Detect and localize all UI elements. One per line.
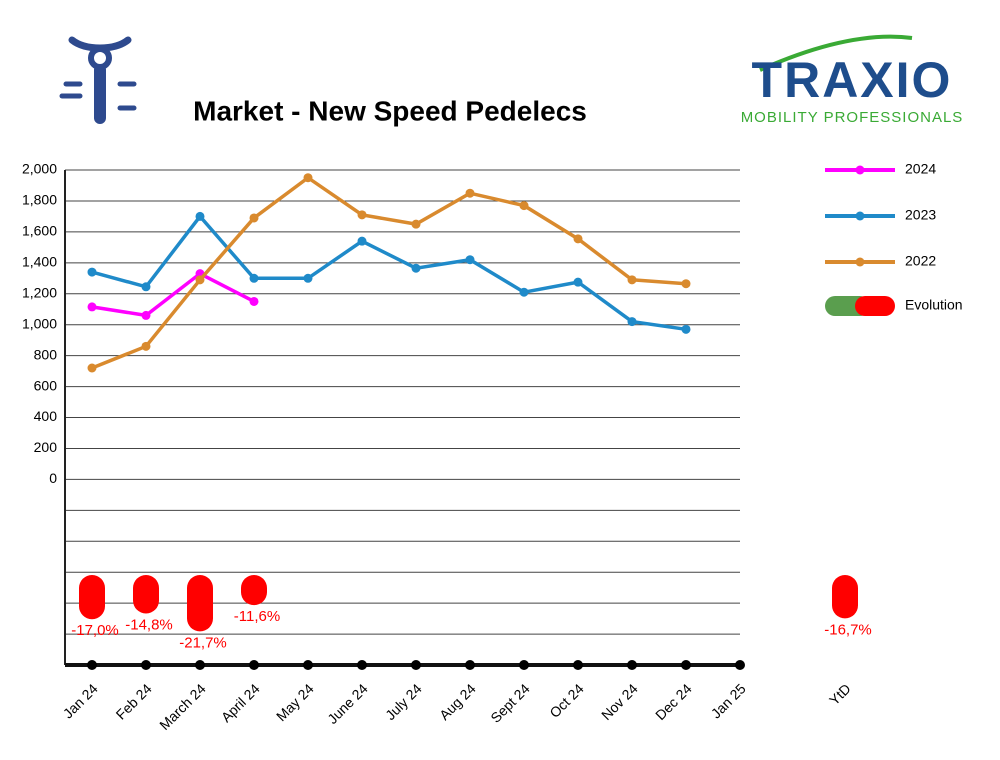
legend-label: 2023 xyxy=(905,207,936,223)
x-tick-label: Aug 24 xyxy=(436,680,479,723)
series-point xyxy=(357,210,367,220)
evolution-bar xyxy=(832,575,858,619)
evolution-label: -21,7% xyxy=(179,634,227,651)
y-tick-label: 1,200 xyxy=(22,284,57,300)
legend-pill-neg xyxy=(855,296,895,316)
legend-label: 2022 xyxy=(905,253,936,269)
evolution-label: -11,6% xyxy=(234,608,280,625)
series-point xyxy=(411,263,421,273)
evolution-label: -14,8% xyxy=(125,616,173,633)
series-point xyxy=(627,317,637,327)
chart-title: Market - New Speed Pedelecs xyxy=(193,95,587,126)
x-tick-label: YtD xyxy=(826,680,854,708)
x-tick-label: Jan 25 xyxy=(708,680,749,721)
y-tick-label: 1,000 xyxy=(22,315,57,331)
x-tick-label: May 24 xyxy=(273,680,317,724)
series-point xyxy=(87,267,97,277)
series-point xyxy=(87,363,97,373)
x-tick-label: Sept 24 xyxy=(487,680,533,726)
series-line xyxy=(91,213,687,332)
series-point xyxy=(411,219,421,229)
x-tick-dot xyxy=(573,660,583,670)
series-point xyxy=(141,310,151,320)
x-tick-label: Nov 24 xyxy=(598,680,641,723)
y-tick-label: 800 xyxy=(34,346,58,362)
y-tick-label: 200 xyxy=(34,439,58,455)
evolution-label: -16,7% xyxy=(824,621,872,638)
x-tick-label: Feb 24 xyxy=(113,680,155,722)
x-tick-dot xyxy=(195,660,205,670)
series-point xyxy=(303,273,313,283)
x-tick-dot xyxy=(303,660,313,670)
evolution-bar xyxy=(241,575,267,606)
legend-label: Evolution xyxy=(905,297,963,313)
y-tick-label: 1,600 xyxy=(22,223,57,239)
y-tick-label: 2,000 xyxy=(22,161,57,177)
x-tick-label: Dec 24 xyxy=(652,680,695,723)
logo-tagline: MOBILITY PROFESSIONALS xyxy=(741,109,964,126)
x-tick-dot xyxy=(465,660,475,670)
x-tick-dot xyxy=(735,660,745,670)
evolution-bar xyxy=(187,575,213,632)
evolution-bar xyxy=(79,575,105,620)
y-tick-label: 600 xyxy=(34,377,58,393)
bike-icon xyxy=(59,36,137,124)
logo-swoosh xyxy=(759,34,913,72)
legend-dot xyxy=(855,211,865,221)
legend-dot xyxy=(855,165,865,175)
series-point xyxy=(519,287,529,297)
series-point xyxy=(141,282,151,292)
series-point xyxy=(249,213,259,223)
x-tick-label: July 24 xyxy=(382,680,425,723)
y-tick-label: 0 xyxy=(49,470,57,486)
x-tick-label: March 24 xyxy=(156,680,209,733)
logo-name: TRAXIO xyxy=(752,52,953,108)
series-point xyxy=(141,341,151,351)
y-tick-label: 400 xyxy=(34,408,58,424)
x-tick-label: April 24 xyxy=(218,680,263,725)
series-point xyxy=(87,302,97,312)
evolution-bar xyxy=(133,575,159,614)
series-point xyxy=(627,275,637,285)
x-tick-dot xyxy=(141,660,151,670)
x-tick-dot xyxy=(249,660,259,670)
series-point xyxy=(357,236,367,246)
series-point xyxy=(519,201,529,211)
series-point xyxy=(249,296,259,306)
series-point xyxy=(195,275,205,285)
series-point xyxy=(465,188,475,198)
x-tick-dot xyxy=(357,660,367,670)
y-tick-label: 1,400 xyxy=(22,254,57,270)
series-line xyxy=(91,175,687,370)
series-point xyxy=(249,273,259,283)
x-tick-dot xyxy=(87,660,97,670)
series-point xyxy=(303,173,313,183)
series-point xyxy=(465,255,475,265)
legend-label: 2024 xyxy=(905,161,936,177)
y-tick-label: 1,800 xyxy=(22,192,57,208)
x-tick-dot xyxy=(681,660,691,670)
x-tick-label: June 24 xyxy=(324,680,371,727)
x-tick-dot xyxy=(627,660,637,670)
series-point xyxy=(195,211,205,221)
series-point xyxy=(573,234,583,244)
series-line xyxy=(91,271,255,318)
series-point xyxy=(573,277,583,287)
series-point xyxy=(681,279,691,289)
x-tick-label: Oct 24 xyxy=(546,680,587,721)
x-tick-dot xyxy=(519,660,529,670)
x-tick-dot xyxy=(411,660,421,670)
x-tick-label: Jan 24 xyxy=(60,680,101,721)
series-point xyxy=(681,324,691,334)
legend-dot xyxy=(855,257,865,267)
evolution-label: -17,0% xyxy=(71,622,119,639)
